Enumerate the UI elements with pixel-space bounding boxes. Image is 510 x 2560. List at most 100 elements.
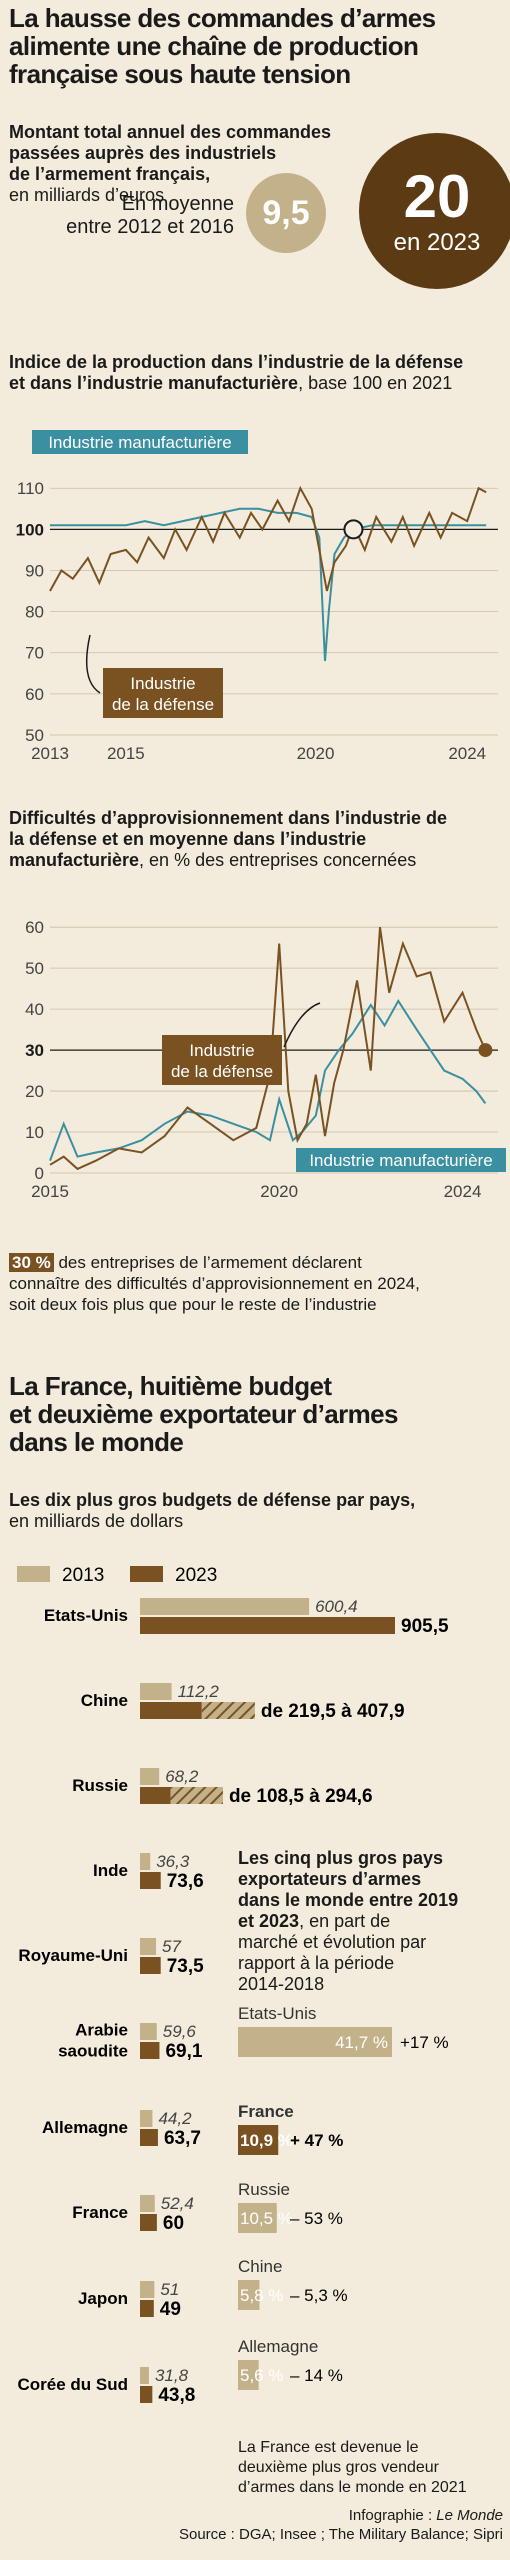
bar-2023-label: 63,7 [164,2128,201,2149]
series-line-manufacturing [50,507,487,662]
exporters-title-line: Les cinq plus gros pays [238,1848,444,1868]
label-defense-leader [283,1002,321,1048]
section2-title-line: dans le monde [9,1427,184,1457]
bar-2013-label: 112,2 [178,1682,220,1701]
orders-subtitle-line: de l’armement français, [9,164,211,184]
exporter-change: + 47 % [290,2131,343,2150]
label-defense-line2: de la défense [171,1062,273,1081]
label-defense-box [162,1035,282,1085]
orders-subtitle: Montant total annuel des commandes passé… [9,122,339,206]
chart2-title-line: Difficultés d’approvisionnement dans l’i… [9,808,448,828]
exporters-title: Les cinq plus gros pays exportateurs d’a… [238,1848,498,1995]
bar-2013-label: 44,2 [158,2109,192,2128]
credit-name: Le Monde [436,2507,503,2524]
average-bubble [246,173,326,253]
exporter-share: 10,9 % [240,2131,293,2150]
country-label: France [72,2203,128,2222]
endpoint-marker [478,1043,493,1058]
x-tick-label: 2015 [107,744,145,763]
average-label-line: entre 2012 et 2016 [66,216,234,238]
budgets-legend: 2013 2023 [17,1565,217,1586]
chart1-title-line: Indice de la production dans l’industrie… [9,352,464,372]
x-tick-label: 2024 [448,744,486,763]
label-defense-line1: Industrie [189,1041,254,1060]
exporters-title-line: marché et évolution par [238,1932,427,1952]
bar-2023 [140,1957,161,1974]
bar-2013 [140,1938,157,1955]
chart1-lines [49,485,487,662]
value-2023-bubble [359,133,510,289]
y-tick-label: 20 [25,1082,44,1101]
exporter-share: 10,5 % [240,2209,293,2228]
exporter-country: Chine [238,2257,282,2276]
bar-2023-label: 905,5 [401,1616,449,1637]
series-line-defense [49,485,487,592]
exporter-country: Russie [238,2180,290,2199]
x-tick-label: 2020 [260,1182,298,1201]
legend-2013-swatch [17,1566,50,1582]
y-tick-label: 90 [25,561,44,580]
chart1-grid [50,487,498,736]
exporter-bar [238,2027,392,2057]
bar-2013 [140,1683,172,1700]
chart1-title-bold: et dans l’industrie manufacturière [9,373,299,393]
exporters-marks: Etats-Unis 41,7 % +17 % France 10,9 %+ 47 % R… [238,2004,449,2390]
callout: 30 % des entreprises de l’armement décla… [9,1252,504,1315]
y-tick-label: 60 [25,918,44,937]
budgets-chart: Etats-Unis 600,4 905,5 Chine 112,2 de 219,5 à… [17,1597,449,2406]
bar-2023-label: 73,5 [167,1956,204,1977]
bar-2013 [140,2281,155,2298]
bar-2023-range [201,1702,255,1719]
label-manufacturing-box [296,1148,506,1172]
exporters-title-rest: , en part de [299,1911,391,1931]
y-tick-label: 100 [16,520,44,539]
bar-2023 [140,2300,154,2317]
bar-2023-label: 43,8 [158,2385,195,2406]
value-2023-label: en 2023 [394,229,481,256]
exporter-bar [238,2360,259,2390]
label-defense-line2: de la défense [112,695,214,714]
bar-2013-label: 59,6 [163,2022,197,2041]
bar-2013-label: 57 [162,1937,181,1956]
chart1-title: Indice de la production dans l’industrie… [9,352,504,394]
bar-2023 [140,1787,171,1804]
y-tick-label: 110 [17,479,44,498]
bar-2013-label: 31,8 [155,2366,189,2385]
country-label: Chine [81,1691,128,1710]
label-manufacturing: Industrie manufacturière [48,433,231,452]
legend-2013-label: 2013 [62,1565,104,1586]
bar-2023 [140,2042,160,2059]
exporter-country: Allemagne [238,2337,318,2356]
orders-subtitle-line: passées auprès des industriels [9,143,277,163]
bar-2023-label: 69,1 [165,2041,202,2062]
callout-badge: 30 % [9,1253,54,1272]
exporter-bar [238,2280,260,2310]
bar-2013-label: 68,2 [165,1767,199,1786]
main-title-line: La hausse des commandes d’armes [9,3,436,33]
bar-2013 [140,2110,153,2127]
orders-bubbles: 9,5 20 en 2023 [246,133,510,289]
exporters-note-line: deuxième plus gros vendeur [238,2459,440,2476]
country-label: Corée du Sud [17,2375,128,2394]
exporter-change: – 5,3 % [290,2286,348,2305]
budgets-subtitle-line: en milliards de dollars [9,1511,184,1531]
exporters-title-line: rapport à la période [238,1953,395,1973]
x-tick-label: 2013 [31,744,69,763]
sources: Source : DGA; Insee ; The Military Balan… [178,2526,503,2543]
y-tick-label: 0 [35,1164,44,1183]
bar-2013 [140,2367,149,2384]
y-tick-label: 10 [25,1123,44,1142]
average-value: 9,5 [262,194,309,232]
exporters-note: La France est devenue le deuxième plus g… [238,2438,508,2498]
country-label: Etats-Unis [44,1606,128,1625]
section2-title-line: La France, huitième budget [9,1371,332,1401]
country-label: saoudite [58,2042,128,2061]
section2-title: La France, huitième budget et deuxième e… [9,1372,499,1456]
bar-2013-label: 51 [160,2280,179,2299]
series-line-defense [49,927,487,1171]
bar-2013-label: 600,4 [315,1597,358,1616]
orders-subtitle-line: en milliards d’euros [9,185,165,205]
